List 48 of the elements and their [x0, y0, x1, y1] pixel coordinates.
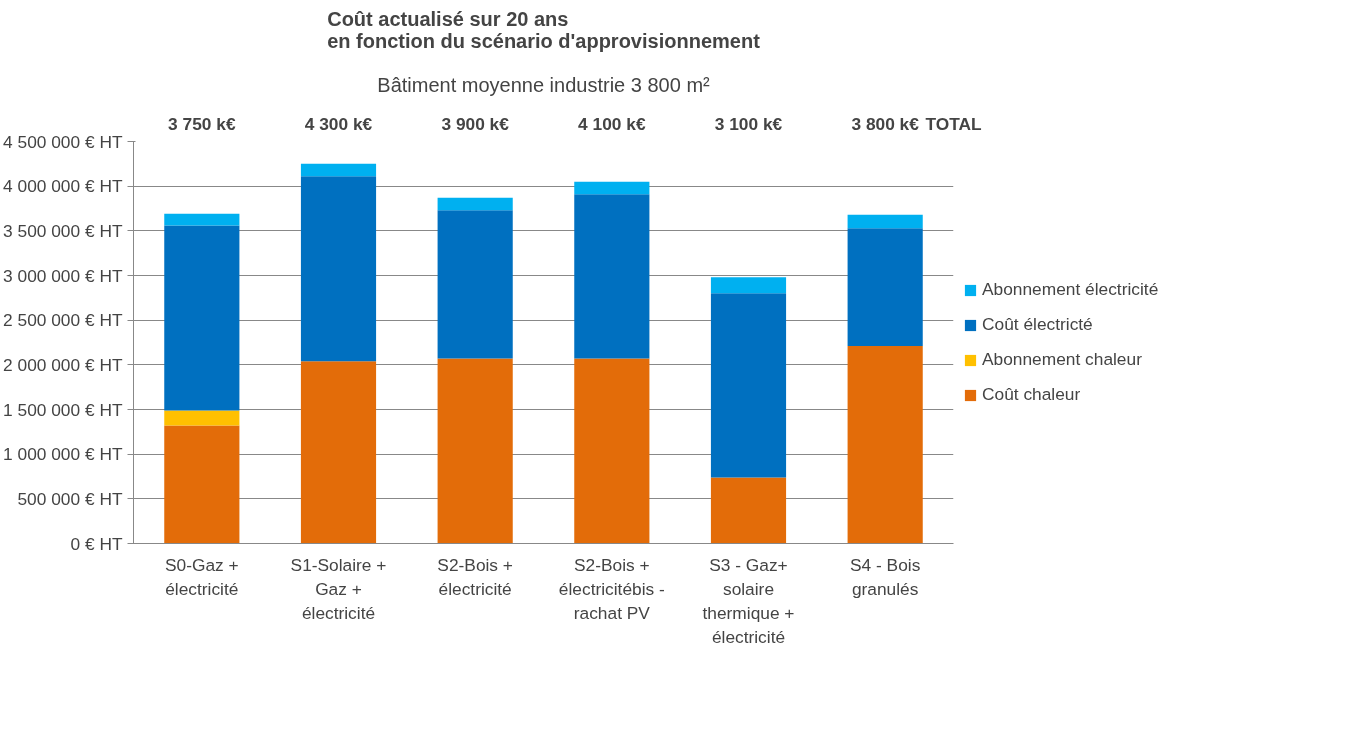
- bar: [710, 477, 787, 544]
- x-tick-label: S0-Gaz + électricité: [164, 554, 239, 599]
- legend-label: Coût électricté: [982, 314, 1093, 335]
- text: 3 750 k€: [168, 113, 236, 134]
- bar: [710, 293, 787, 478]
- bar: [847, 214, 923, 229]
- bar: [574, 194, 650, 359]
- chart-title: Coût actualisé sur 20 ans en fonction du scénario d'approvisionnement: [327, 7, 761, 52]
- y-tick-label: 4 500 000 € HT: [3, 131, 123, 152]
- bar: [437, 197, 513, 211]
- bar: [300, 361, 377, 544]
- text: 3 100 k€: [714, 113, 783, 134]
- y-tick-label: 500 000 € HT: [17, 488, 123, 509]
- y-tick-label: 1 500 000 € HT: [3, 399, 123, 420]
- bar: [164, 425, 240, 544]
- x-tick-label: S1-Solaire + Gaz + électricité: [290, 554, 387, 623]
- legend-label: Abonnement chaleur: [982, 349, 1142, 370]
- y-tick-label: 3 500 000 € HT: [3, 220, 123, 241]
- bar: [164, 225, 240, 411]
- bar: [710, 277, 787, 294]
- bar: [574, 181, 650, 195]
- text: 3 900 k€: [441, 113, 510, 134]
- text: TOTAL: [925, 113, 982, 134]
- bar: [300, 163, 377, 177]
- chart-subtitle: Bâtiment moyenne industrie 3 800 m²: [377, 73, 711, 96]
- bar: [164, 410, 240, 426]
- y-tick-label: 4 000 000 € HT: [3, 176, 123, 197]
- x-tick-label: S2-Bois + électricitébis - rachat PV: [558, 554, 665, 623]
- text: 4 300 k€: [304, 113, 373, 134]
- y-tick-label: 2 500 000 € HT: [3, 310, 123, 331]
- x-tick-label: S4 - Bois granulés: [850, 554, 921, 599]
- text: 4 100 k€: [578, 113, 646, 134]
- y-tick-label: 2 000 000 € HT: [3, 354, 123, 375]
- bar: [574, 358, 650, 544]
- x-tick-label: S3 - Gaz+ solaire thermique + électricité: [702, 554, 795, 647]
- bar: [300, 176, 377, 362]
- y-tick-label: 0 € HT: [70, 533, 123, 554]
- y-tick-label: 1 000 000 € HT: [3, 444, 123, 465]
- bar: [847, 228, 923, 347]
- y-tick-label: 3 000 000 € HT: [3, 265, 123, 286]
- bar: [164, 213, 240, 226]
- bar: [437, 210, 513, 359]
- text: 3 800 k€: [851, 113, 920, 134]
- legend-label: Coût chaleur: [982, 384, 1081, 405]
- bar: [847, 346, 923, 544]
- x-tick-label: S2-Bois + électricité: [437, 554, 513, 599]
- bar: [437, 358, 513, 544]
- legend-label: Abonnement électricité: [982, 279, 1159, 300]
